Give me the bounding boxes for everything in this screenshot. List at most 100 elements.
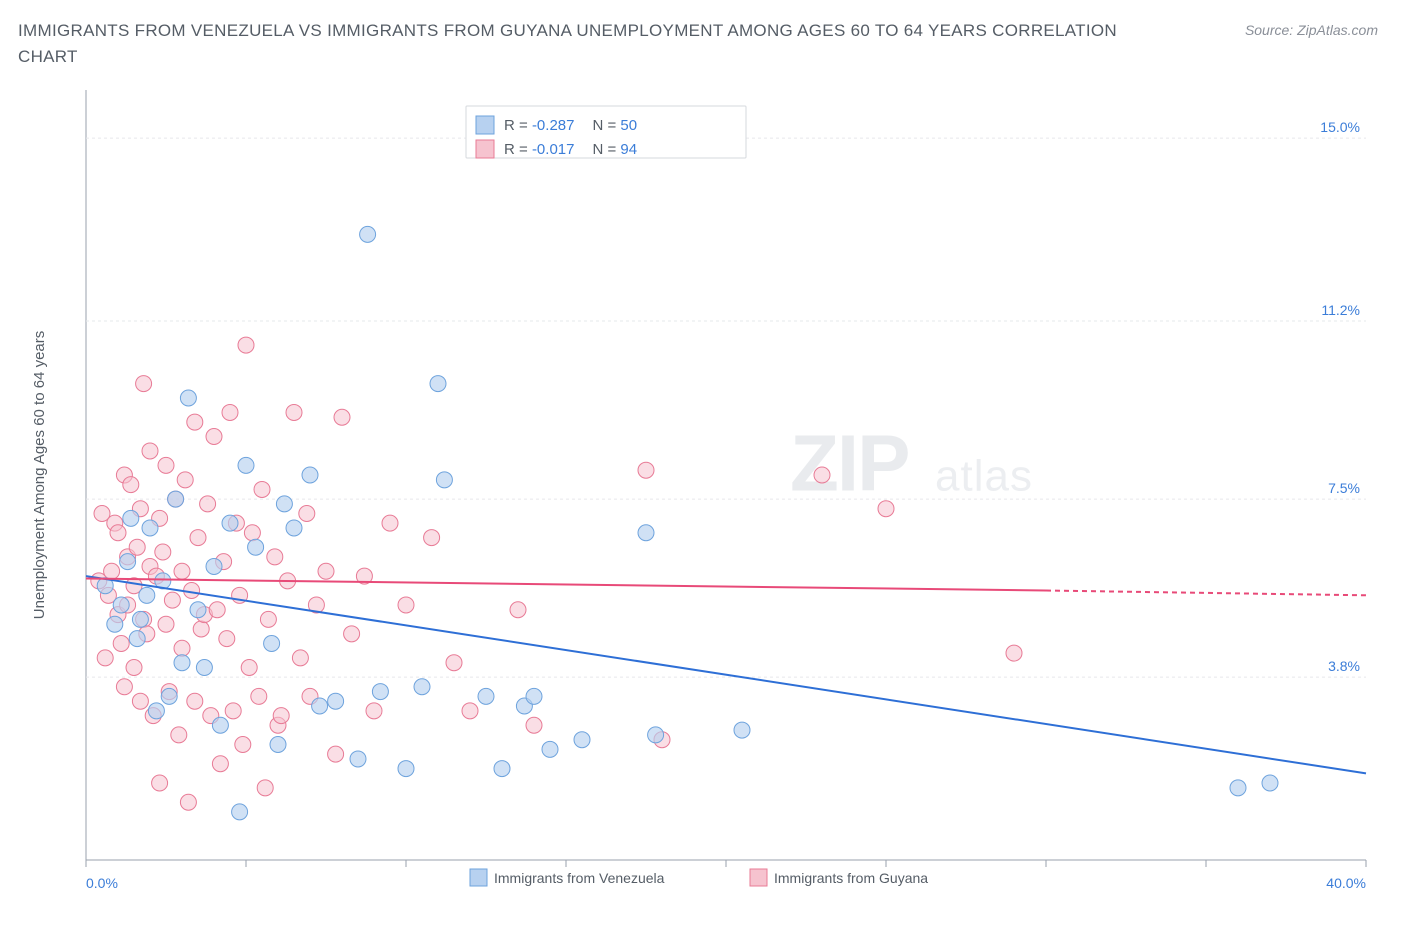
scatter-point [139,587,155,603]
scatter-point [190,530,206,546]
scatter-point [257,780,273,796]
scatter-point [113,597,129,613]
svg-text:ZIP: ZIP [790,418,908,507]
scatter-point [248,539,264,555]
scatter-point [212,756,228,772]
scatter-point [273,708,289,724]
scatter-point [526,688,542,704]
scatter-point [462,703,478,719]
scatter-point [510,602,526,618]
scatter-point [318,563,334,579]
scatter-chart: 3.8%7.5%11.2%15.0%0.0%40.0%Unemployment … [18,80,1386,910]
scatter-point [286,404,302,420]
legend-stat: R = -0.287N = 50 [504,117,637,134]
scatter-point [161,688,177,704]
scatter-point [174,563,190,579]
scatter-point [398,761,414,777]
scatter-point [174,640,190,656]
scatter-point [148,703,164,719]
scatter-point [155,544,171,560]
scatter-point [267,549,283,565]
scatter-point [424,530,440,546]
scatter-point [219,631,235,647]
scatter-point [104,563,120,579]
scatter-point [196,660,212,676]
scatter-point [158,616,174,632]
scatter-point [360,226,376,242]
scatter-point [814,467,830,483]
scatter-point [136,376,152,392]
scatter-point [414,679,430,695]
y-axis-label: Unemployment Among Ages 60 to 64 years [31,331,48,620]
scatter-point [142,443,158,459]
x-end-label: 40.0% [1326,875,1366,891]
scatter-point [648,727,664,743]
scatter-point [286,520,302,536]
scatter-point [164,592,180,608]
scatter-point [129,631,145,647]
legend-swatch [470,869,487,886]
scatter-point [180,794,196,810]
scatter-point [142,520,158,536]
scatter-point [152,775,168,791]
scatter-point [270,737,286,753]
scatter-point [177,472,193,488]
scatter-point [168,491,184,507]
scatter-point [187,414,203,430]
x-start-label: 0.0% [86,875,118,891]
scatter-point [430,376,446,392]
scatter-point [123,477,139,493]
scatter-point [126,660,142,676]
scatter-point [113,635,129,651]
scatter-point [200,496,216,512]
scatter-point [638,525,654,541]
scatter-point [574,732,590,748]
scatter-point [193,621,209,637]
scatter-point [878,501,894,517]
scatter-point [222,404,238,420]
scatter-point [302,467,318,483]
scatter-point [190,602,206,618]
scatter-point [366,703,382,719]
scatter-point [238,337,254,353]
y-tick-label: 15.0% [1320,119,1360,135]
scatter-point [232,804,248,820]
scatter-point [344,626,360,642]
scatter-point [251,688,267,704]
scatter-point [206,429,222,445]
scatter-point [542,741,558,757]
scatter-point [260,611,276,627]
scatter-point [180,390,196,406]
svg-text:atlas: atlas [935,451,1033,500]
scatter-point [107,616,123,632]
scatter-point [292,650,308,666]
scatter-point [299,506,315,522]
legend-swatch [476,116,494,134]
scatter-point [276,496,292,512]
scatter-point [734,722,750,738]
scatter-point [187,693,203,709]
scatter-point [123,510,139,526]
y-tick-label: 11.2% [1321,302,1360,318]
scatter-point [312,698,328,714]
scatter-point [328,693,344,709]
scatter-point [638,462,654,478]
scatter-point [132,693,148,709]
y-tick-label: 3.8% [1328,658,1360,674]
scatter-point [244,525,260,541]
chart-title: IMMIGRANTS FROM VENEZUELA VS IMMIGRANTS … [18,18,1118,69]
scatter-point [225,703,241,719]
scatter-point [212,717,228,733]
scatter-point [1006,645,1022,661]
scatter-point [222,515,238,531]
scatter-point [158,457,174,473]
scatter-point [235,737,251,753]
scatter-point [241,660,257,676]
scatter-point [350,751,366,767]
scatter-point [206,558,222,574]
scatter-point [264,635,280,651]
scatter-point [110,525,126,541]
chart-container: 3.8%7.5%11.2%15.0%0.0%40.0%Unemployment … [18,80,1386,910]
scatter-point [494,761,510,777]
scatter-point [328,746,344,762]
